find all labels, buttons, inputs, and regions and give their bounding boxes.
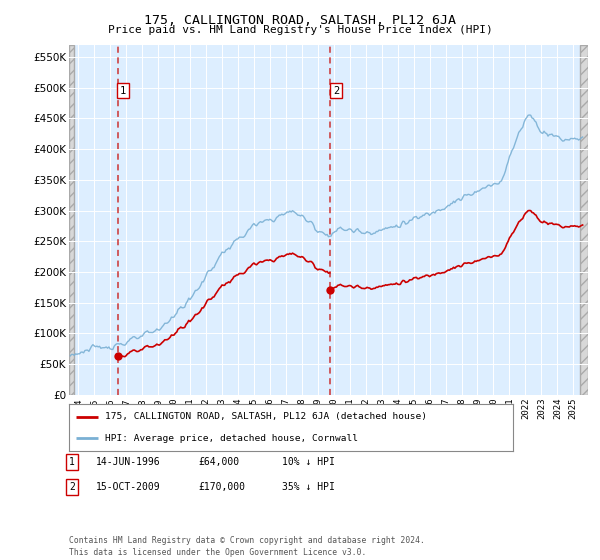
Text: Price paid vs. HM Land Registry's House Price Index (HPI): Price paid vs. HM Land Registry's House … bbox=[107, 25, 493, 35]
Text: 175, CALLINGTON ROAD, SALTASH, PL12 6JA: 175, CALLINGTON ROAD, SALTASH, PL12 6JA bbox=[144, 14, 456, 27]
Text: Contains HM Land Registry data © Crown copyright and database right 2024.
This d: Contains HM Land Registry data © Crown c… bbox=[69, 536, 425, 557]
Bar bbox=[580, 45, 588, 395]
Text: 10% ↓ HPI: 10% ↓ HPI bbox=[282, 457, 335, 467]
Text: 1: 1 bbox=[120, 86, 126, 96]
Text: 175, CALLINGTON ROAD, SALTASH, PL12 6JA (detached house): 175, CALLINGTON ROAD, SALTASH, PL12 6JA … bbox=[104, 412, 427, 421]
Text: 35% ↓ HPI: 35% ↓ HPI bbox=[282, 482, 335, 492]
Text: 1: 1 bbox=[69, 457, 75, 467]
Text: 2: 2 bbox=[333, 86, 339, 96]
Text: £64,000: £64,000 bbox=[198, 457, 239, 467]
Text: HPI: Average price, detached house, Cornwall: HPI: Average price, detached house, Corn… bbox=[104, 434, 358, 443]
Text: 2: 2 bbox=[69, 482, 75, 492]
Text: £170,000: £170,000 bbox=[198, 482, 245, 492]
Bar bbox=[69, 45, 74, 395]
Text: 14-JUN-1996: 14-JUN-1996 bbox=[96, 457, 161, 467]
Text: 15-OCT-2009: 15-OCT-2009 bbox=[96, 482, 161, 492]
